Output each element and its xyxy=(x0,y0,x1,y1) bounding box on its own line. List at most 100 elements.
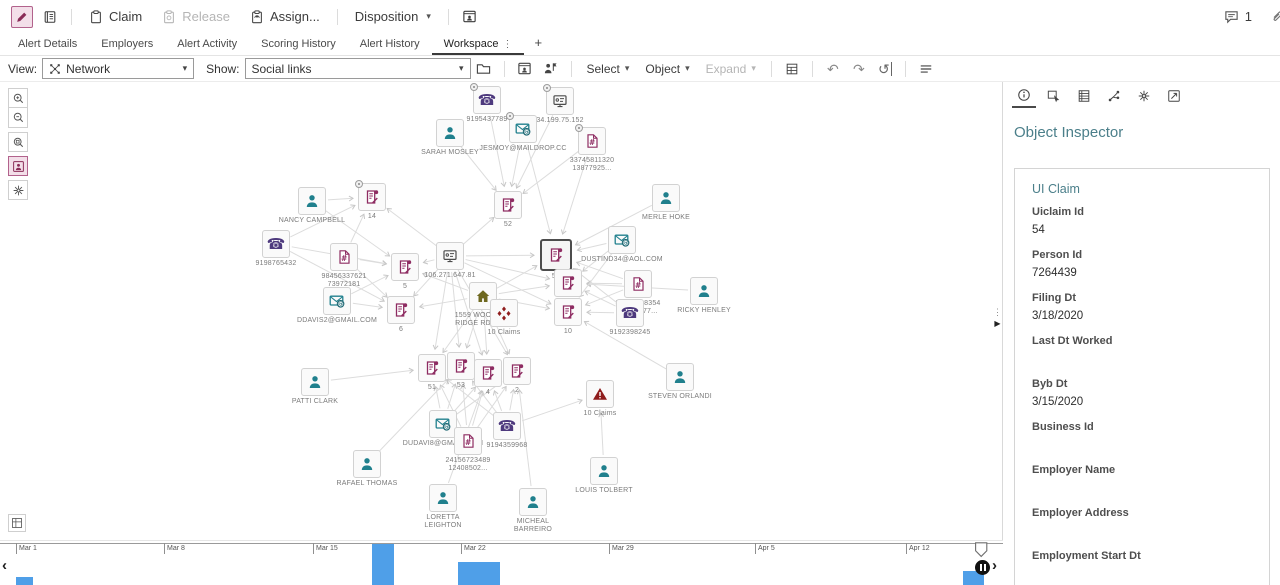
assign-button[interactable]: Assign... xyxy=(250,9,320,24)
graph-node-label: 9198765432 xyxy=(255,260,297,267)
release-button[interactable]: Release xyxy=(162,9,230,24)
graph-edge xyxy=(418,298,468,310)
graph-node-claim-14[interactable] xyxy=(355,180,386,211)
phone-icon: ☎ xyxy=(477,90,497,109)
inspector-tab-path[interactable] xyxy=(1102,87,1126,108)
graph-node-claim-52[interactable] xyxy=(494,191,522,219)
graph-node-person-nancy-campbell[interactable] xyxy=(298,187,326,215)
graph-node-phone-9192398245[interactable]: ☎ xyxy=(616,299,644,327)
graph-node-claim-51[interactable] xyxy=(418,354,446,382)
network-graph-canvas[interactable]: ☎ 9195437789 34.199.75.152 SARAH MOSLEY @ JES… xyxy=(0,82,1003,540)
timeline-scroll-left-icon[interactable]: ‹ xyxy=(2,557,7,574)
cluster-icon xyxy=(496,305,512,321)
timeline-scrubber-handle[interactable] xyxy=(975,560,990,575)
graph-node-cluster-10-claims[interactable] xyxy=(490,299,518,327)
redo-button[interactable]: ↷ xyxy=(848,59,870,79)
open-folder-button[interactable] xyxy=(473,59,495,79)
graph-node-email-jesmoy[interactable]: @ xyxy=(506,112,537,143)
graph-node-person-sarah-mosley[interactable] xyxy=(436,119,464,147)
add-tab-button[interactable]: + xyxy=(534,35,543,50)
graph-edge xyxy=(515,115,554,189)
summary-grid-button[interactable] xyxy=(781,59,803,79)
add-to-workspace-button[interactable] xyxy=(514,59,536,79)
timeline[interactable]: Mar 1 Mar 8 Mar 15 Mar 22 Mar 29 Apr 5 Apr 12 … xyxy=(0,540,1003,585)
graph-node-claim-54[interactable] xyxy=(540,239,572,271)
graph-node-claim-2[interactable] xyxy=(503,357,531,385)
graph-node-person-micheal-barreiro[interactable] xyxy=(519,488,547,516)
zoom-fit-button[interactable] xyxy=(8,132,28,152)
graph-node-doc-24156723489[interactable]: # xyxy=(454,427,482,455)
inspector-tab-data-table[interactable] xyxy=(1072,87,1096,108)
graph-node-person-steven-orlandi[interactable] xyxy=(666,363,694,391)
edit-pencil-button[interactable] xyxy=(11,5,33,28)
person-icon xyxy=(442,125,458,141)
graph-node-claim-6[interactable] xyxy=(387,296,415,324)
splitter-handle[interactable]: ⋮ ▶ xyxy=(993,308,1002,348)
inspector-tab-object-export[interactable] xyxy=(1162,87,1186,108)
graph-node-phone-9198765432[interactable]: ☎ xyxy=(262,230,290,258)
graph-node-phone-9195437789[interactable]: ☎ xyxy=(470,83,501,114)
journal-button[interactable] xyxy=(39,6,61,28)
graph-node-claim-10[interactable] xyxy=(554,298,582,326)
show-select[interactable]: Social links ▾ xyxy=(244,58,471,79)
graph-node-person-rafael-thomas[interactable] xyxy=(353,450,381,478)
tab-scoring-history[interactable]: Scoring History xyxy=(261,38,336,50)
timeline-marker-flag[interactable] xyxy=(974,542,992,562)
graph-node-warning-10-claims[interactable] xyxy=(586,380,614,408)
zoom-in-button[interactable] xyxy=(8,88,28,108)
graph-node-claim-53[interactable] xyxy=(447,352,475,380)
graph-node-label: 9195437789 xyxy=(466,116,508,123)
timeline-scroll-right-icon[interactable]: › xyxy=(992,557,997,574)
graph-node-claim-8[interactable] xyxy=(554,269,582,297)
entity-flag-button[interactable] xyxy=(540,59,562,79)
graph-node-person-loretta-leighton[interactable] xyxy=(429,484,457,512)
object-menu[interactable]: Object ▾ xyxy=(645,61,690,76)
highlight-selection-button[interactable] xyxy=(8,156,28,176)
paperclip-icon[interactable] xyxy=(1270,9,1280,25)
graph-node-ip-34-199-75-152[interactable] xyxy=(543,84,574,115)
tab-alert-activity[interactable]: Alert Activity xyxy=(177,38,238,50)
inspector-tab-info[interactable] xyxy=(1012,87,1036,108)
undo-button[interactable]: ↶ xyxy=(822,59,844,79)
graph-node-email-dustind34[interactable]: @ xyxy=(608,226,636,254)
graph-node-doc-98456337621[interactable]: # xyxy=(330,243,358,271)
tab-alert-history[interactable]: Alert History xyxy=(359,38,420,50)
graph-node-person-merle-hoke[interactable] xyxy=(652,184,680,212)
legend-button[interactable] xyxy=(8,514,26,532)
zoom-out-button[interactable] xyxy=(8,108,28,128)
graph-node-doc-33745811320[interactable]: # xyxy=(575,124,606,155)
comments-button[interactable]: 1 xyxy=(1224,9,1252,24)
graph-node-claim-5[interactable] xyxy=(391,253,419,281)
layout-button[interactable] xyxy=(8,180,28,200)
view-select[interactable]: Network ▾ xyxy=(42,58,195,79)
graph-node-email-dudavi8[interactable]: @ xyxy=(429,410,457,438)
select-cursor-icon xyxy=(1047,89,1061,106)
tab-alert-details[interactable]: Alert Details xyxy=(18,38,78,50)
graph-node-doc-35462788354[interactable]: # xyxy=(624,270,652,298)
tab-employers[interactable]: Employers xyxy=(101,38,154,50)
expand-menu[interactable]: Expand ▾ xyxy=(705,61,756,76)
graph-node-person-ricky-henley[interactable] xyxy=(690,277,718,305)
graph-node-phone-9194359968[interactable]: ☎ xyxy=(493,412,521,440)
graph-edge xyxy=(584,289,624,307)
graph-node-person-louis-tolbert[interactable] xyxy=(590,457,618,485)
window-person-icon xyxy=(463,10,477,23)
graph-node-claim-4[interactable] xyxy=(474,359,502,387)
inspector-tab-select-cursor[interactable] xyxy=(1042,87,1066,108)
panel-splitter[interactable] xyxy=(1002,82,1003,585)
claim-button[interactable]: Claim xyxy=(89,9,142,24)
tab-menu-kebab-icon[interactable]: ⋮ xyxy=(502,38,513,50)
inspector-tab-network[interactable] xyxy=(1132,87,1156,108)
graph-node-label: 52 xyxy=(503,221,513,228)
align-button[interactable] xyxy=(915,59,937,79)
graph-node-ip-106-271-647-81[interactable] xyxy=(436,242,464,270)
doc-number-icon: # xyxy=(336,249,352,265)
tab-workspace[interactable]: Workspace ⋮ xyxy=(431,35,525,55)
disposition-dropdown[interactable]: Disposition ▾ xyxy=(355,9,431,24)
graph-node-email-ddavis2[interactable]: @ xyxy=(323,287,351,315)
select-menu[interactable]: Select ▾ xyxy=(586,61,630,76)
graph-node-person-patti-clark[interactable] xyxy=(301,368,329,396)
open-workspace-button[interactable] xyxy=(459,6,481,28)
reset-layout-button[interactable]: ↺ xyxy=(874,59,896,79)
field-label: Person Id xyxy=(1032,249,1083,261)
